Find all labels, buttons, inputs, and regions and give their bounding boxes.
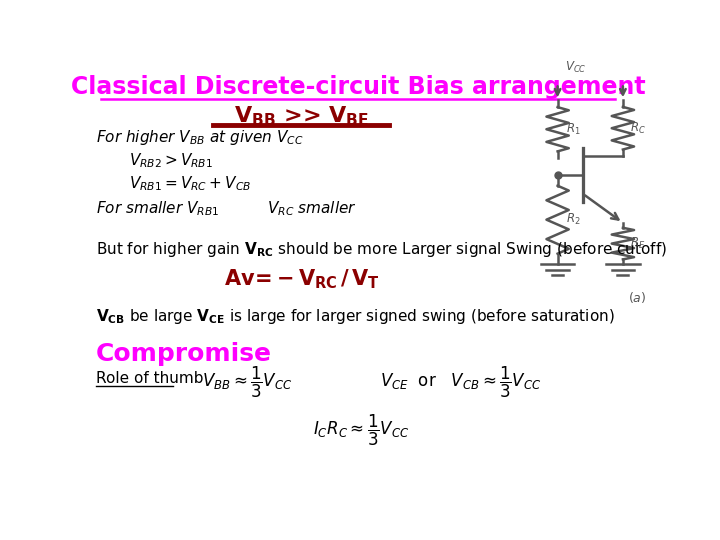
- Text: $R_E$: $R_E$: [629, 236, 645, 251]
- Text: $\mathbf{V_{BB}}$ >> $\mathbf{V_{BE}}$: $\mathbf{V_{BB}}$ >> $\mathbf{V_{BE}}$: [235, 104, 369, 128]
- Text: $V_{RB2} > V_{RB1}$: $V_{RB2} > V_{RB1}$: [129, 151, 213, 170]
- Text: For smaller $V_{RB1}$          $V_{RC}$ smaller: For smaller $V_{RB1}$ $V_{RC}$ smaller: [96, 199, 356, 218]
- Text: $\mathbf{Av\!=\!-V_{RC}\,/\,V_T}$: $\mathbf{Av\!=\!-V_{RC}\,/\,V_T}$: [224, 267, 380, 291]
- Text: $(a)$: $(a)$: [629, 290, 647, 305]
- Text: Classical Discrete-circuit Bias arrangement: Classical Discrete-circuit Bias arrangem…: [71, 75, 645, 99]
- Text: But for higher gain $\mathbf{V_{RC}}$ should be more Larger signal Swing (before: But for higher gain $\mathbf{V_{RC}}$ sh…: [96, 240, 667, 259]
- Text: $\mathbf{V_{CB}}$ be large $\mathbf{V_{CE}}$ is large for larger signed swing (b: $\mathbf{V_{CB}}$ be large $\mathbf{V_{C…: [96, 307, 614, 326]
- Text: $R_C$: $R_C$: [629, 120, 646, 136]
- Text: $V_{CC}$: $V_{CC}$: [564, 60, 586, 75]
- Text: $V_{RB1} = V_{RC} + V_{CB}$: $V_{RB1} = V_{RC} + V_{CB}$: [129, 174, 251, 193]
- Text: $R_1$: $R_1$: [566, 122, 580, 137]
- Text: Role of thumb: Role of thumb: [96, 371, 203, 386]
- Text: $V_{CE}$  or   $V_{CB} \approx \dfrac{1}{3}V_{CC}$: $V_{CE}$ or $V_{CB} \approx \dfrac{1}{3}…: [380, 365, 541, 401]
- Text: $I_C R_C \approx \dfrac{1}{3}V_{CC}$: $I_C R_C \approx \dfrac{1}{3}V_{CC}$: [313, 413, 410, 448]
- Text: For higher $V_{BB}$ at given $V_{CC}$: For higher $V_{BB}$ at given $V_{CC}$: [96, 128, 303, 147]
- Text: Compromise: Compromise: [96, 342, 271, 366]
- Text: $R_2$: $R_2$: [566, 212, 580, 227]
- Text: $V_{BB} \approx \dfrac{1}{3}V_{CC}$: $V_{BB} \approx \dfrac{1}{3}V_{CC}$: [202, 365, 292, 401]
